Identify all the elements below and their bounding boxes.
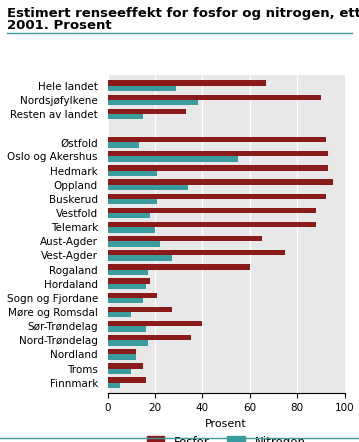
Bar xyxy=(108,270,148,275)
Bar xyxy=(108,165,328,171)
Bar xyxy=(108,312,131,317)
Bar xyxy=(108,171,158,176)
Bar xyxy=(108,208,316,213)
Bar xyxy=(108,222,316,227)
X-axis label: Prosent: Prosent xyxy=(205,419,247,429)
Bar xyxy=(108,383,120,388)
Bar xyxy=(108,227,155,232)
Bar xyxy=(108,142,139,148)
Bar xyxy=(108,307,172,312)
Bar xyxy=(108,284,146,289)
Bar xyxy=(108,151,328,156)
Legend: Fosfor, Nitrogen: Fosfor, Nitrogen xyxy=(142,431,310,442)
Bar xyxy=(108,137,326,142)
Bar xyxy=(108,335,191,340)
Bar xyxy=(108,241,160,247)
Bar xyxy=(108,194,326,199)
Bar xyxy=(108,321,202,326)
Bar xyxy=(108,250,285,255)
Bar xyxy=(108,340,148,346)
Text: 2001. Prosent: 2001. Prosent xyxy=(7,19,112,31)
Bar xyxy=(108,264,250,270)
Bar xyxy=(108,156,238,162)
Bar xyxy=(108,236,262,241)
Bar xyxy=(108,95,321,100)
Bar xyxy=(108,298,143,303)
Bar xyxy=(108,354,136,360)
Bar xyxy=(108,213,150,218)
Bar xyxy=(108,278,150,284)
Bar xyxy=(108,80,266,86)
Bar xyxy=(108,326,146,332)
Bar xyxy=(108,377,146,383)
Bar xyxy=(108,109,186,114)
Bar xyxy=(108,293,158,298)
Bar xyxy=(108,349,136,354)
Bar xyxy=(108,369,131,374)
Bar xyxy=(108,199,158,204)
Bar xyxy=(108,114,143,119)
Bar xyxy=(108,185,188,190)
Bar xyxy=(108,179,333,185)
Bar xyxy=(108,86,176,91)
Bar xyxy=(108,100,198,105)
Bar xyxy=(108,363,143,369)
Bar xyxy=(108,255,172,261)
Text: Estimert renseeffekt for fosfor og nitrogen, etter fylke.: Estimert renseeffekt for fosfor og nitro… xyxy=(7,7,359,19)
